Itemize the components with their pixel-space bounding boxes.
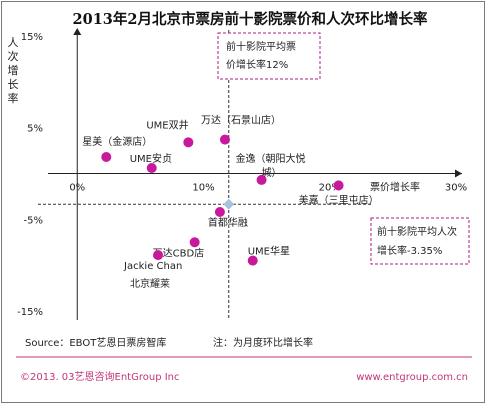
point-label: UME双井 [146,118,188,131]
avg-visits-line1: 前十影院平均人次 [377,225,457,238]
point-label: 城） [262,167,282,179]
point-label: 北京耀莱 [130,277,170,290]
y-tick-label: -15% [17,307,43,318]
y-axis-title-char: 率 [8,91,19,105]
point-label: 金逸（朝阳大悦 [236,152,306,165]
data-point [153,250,164,261]
y-axis-title-char: 人 [8,36,19,49]
avg-price-line1: 前十影院平均票 [226,40,296,53]
point-label: UME安贞 [130,152,172,165]
data-point [183,137,194,148]
data-point [333,180,344,191]
source-text: Source：EBOT艺恩日票房智库 [25,336,166,349]
data-point [247,255,258,266]
avg-visits-line2: 增长率-3.35% [377,244,442,257]
data-point [214,207,225,217]
point-label: Jackie Chan [123,261,182,272]
tick-labels: 0% 10% 20% 30% 15% 5% -5% -15% 票价增长率 [17,32,467,318]
data-point [146,163,157,173]
x-tick-label: 0% [69,183,85,194]
mean-marker [223,198,235,210]
point-label: 首都华融 [208,216,248,229]
x-tick-label: 30% [445,183,467,194]
y-axis-title-char: 次 [8,49,19,63]
axes [48,28,462,320]
data-point [256,174,267,185]
x-axis-arrow [455,169,462,178]
y-tick-label: 15% [21,32,43,43]
point-label: 万达（石景山店） [201,114,281,127]
y-axis-title-char: 增 [8,63,19,77]
point-label: 美嘉（三里屯店） [299,193,379,206]
point-label: 星美（金源店） [82,135,152,148]
note-text: 注：为月度环比增长率 [213,336,313,349]
x-tick-label: 10% [192,183,214,194]
avg-price-line2: 价增长率12% [226,58,288,71]
y-tick-label: 5% [27,124,43,135]
copyright-text: ©2013. 03艺恩咨询EntGroup Inc [20,370,180,383]
data-point [219,134,230,145]
avg-price-annotation: 前十影院平均票 价增长率12% [217,32,321,80]
y-axis-arrow [73,28,82,35]
data-point [189,237,200,248]
data-point [101,152,112,162]
y-tick-label: -5% [24,215,43,226]
x-axis-title: 票价增长率 [370,181,420,194]
point-label: UME华星 [248,245,290,258]
chart-title: 2013年2月北京市票房前十影院票价和人次环比增长率 [73,10,428,28]
point-label: 万达CBD店 [153,246,205,259]
x-tick-label: 20% [319,183,341,194]
y-axis-title-char: 长 [8,78,19,91]
avg-visits-annotation: 前十影院平均人次 增长率-3.35% [370,217,470,265]
website-text: www.entgroup.com.cn [356,372,468,383]
